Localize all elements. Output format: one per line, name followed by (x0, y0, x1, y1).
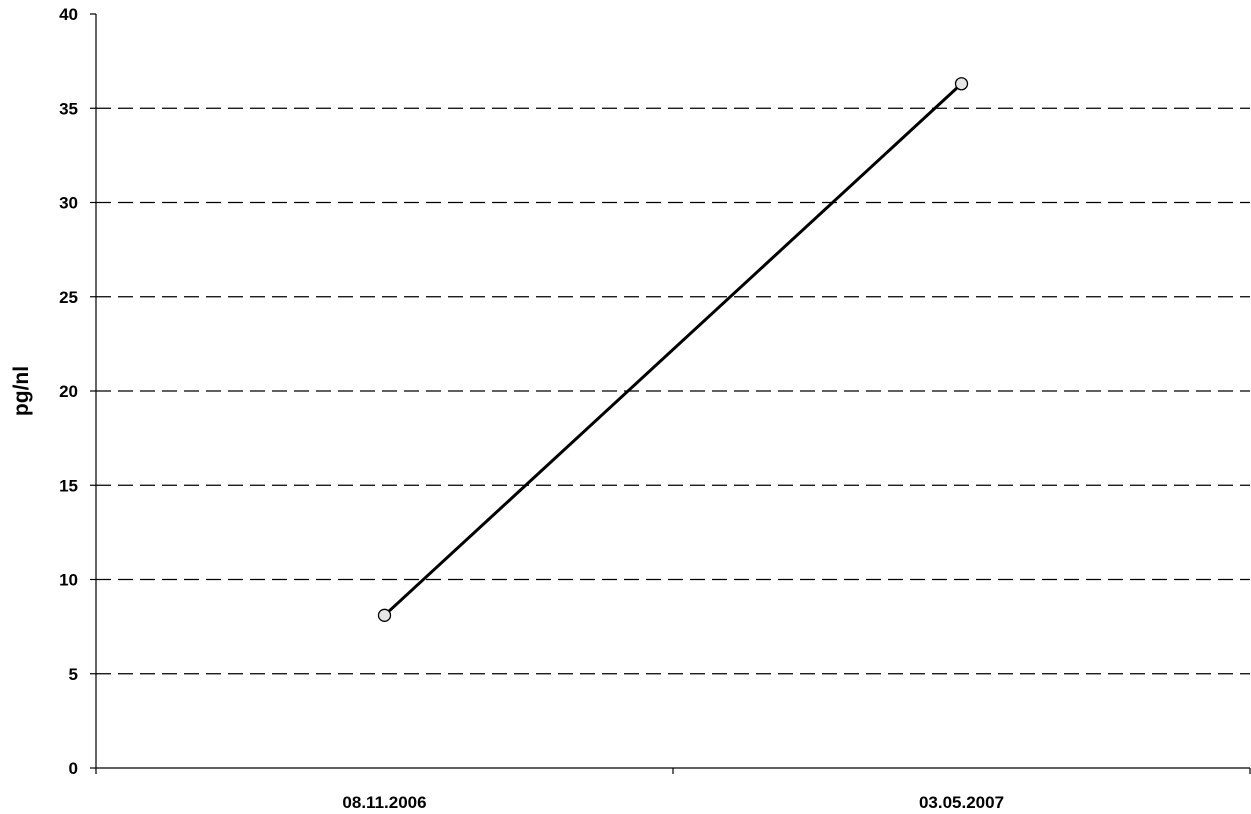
series (377, 77, 969, 622)
x-tick-label: 08.11.2006 (342, 793, 426, 812)
data-point-marker (377, 608, 392, 622)
y-tick-label: 35 (59, 99, 78, 118)
y-tick-label: 30 (59, 194, 78, 213)
data-point-marker (954, 77, 969, 91)
series-line (383, 82, 963, 617)
y-tick-label: 25 (59, 288, 78, 307)
x-tick-labels: 08.11.2006 03.05.2007 (342, 793, 1004, 812)
y-tick-labels: 0 5 10 15 20 25 30 35 40 (59, 5, 78, 778)
gridlines (96, 107, 1250, 675)
y-tick-label: 40 (59, 5, 78, 24)
y-axis-title: pg/nl (10, 366, 33, 416)
y-tick-label: 10 (59, 571, 78, 590)
y-tick-label: 0 (69, 759, 78, 778)
y-tick-label: 20 (59, 382, 78, 401)
x-tick-label: 03.05.2007 (919, 793, 1004, 812)
y-tick-label: 5 (69, 665, 78, 684)
y-tick-label: 15 (59, 476, 78, 495)
axes (90, 13, 1251, 774)
